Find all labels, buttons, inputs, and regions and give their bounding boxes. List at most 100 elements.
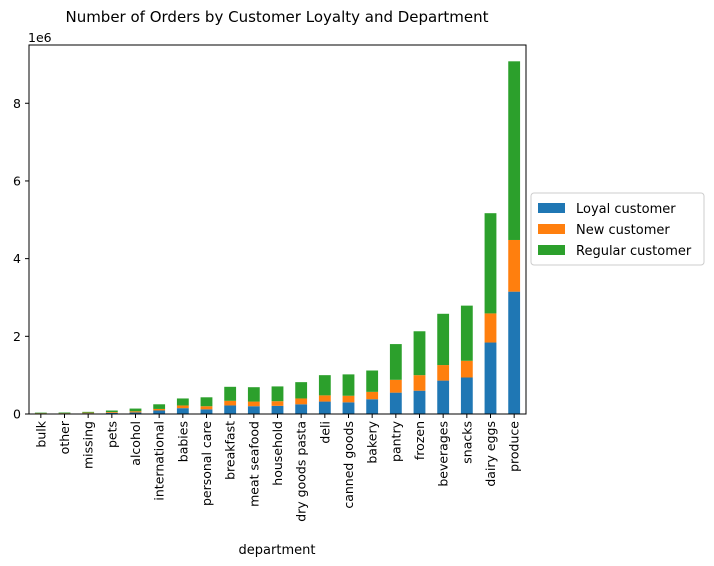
bar-segment-1-10 xyxy=(271,401,284,406)
bar-segment-1-18 xyxy=(460,360,473,378)
x-tick-label-7: personal care xyxy=(199,421,214,506)
bar-segment-2-6 xyxy=(176,398,189,406)
bar-segment-0-20 xyxy=(508,291,521,414)
bar-segment-2-3 xyxy=(105,410,118,413)
bar-segment-1-2 xyxy=(82,412,95,414)
x-tick-label-12: deli xyxy=(317,421,332,444)
legend-swatch-0 xyxy=(538,203,565,213)
bar-segment-0-6 xyxy=(176,408,189,414)
bar-segment-2-8 xyxy=(224,386,237,401)
x-tick-label-17: beverages xyxy=(436,421,451,487)
x-tick-label-18: snacks xyxy=(459,421,474,464)
bar-segment-1-12 xyxy=(318,395,331,402)
y-tick-label-4: 8 xyxy=(13,96,21,111)
bar-segment-1-3 xyxy=(105,412,118,413)
bar-segment-1-13 xyxy=(342,395,355,403)
chart-title: Number of Orders by Customer Loyalty and… xyxy=(65,8,488,26)
bar-segment-0-14 xyxy=(366,399,379,414)
bar-segment-2-10 xyxy=(271,386,284,402)
y-axis-scale-label: 1e6 xyxy=(28,30,52,45)
bars-group xyxy=(34,61,521,414)
bar-segment-2-18 xyxy=(460,305,473,361)
x-axis-label: department xyxy=(239,543,316,558)
bar-segment-1-15 xyxy=(389,379,402,393)
y-ticks-group: 0 2 4 6 8 xyxy=(13,96,29,422)
bar-segment-2-0 xyxy=(34,412,47,414)
bar-segment-0-19 xyxy=(484,342,497,414)
bar-segment-1-7 xyxy=(200,406,213,410)
legend-label-2: Regular customer xyxy=(576,244,692,259)
x-tick-label-9: meat seafood xyxy=(246,421,261,507)
bar-segment-0-15 xyxy=(389,392,402,414)
legend-swatch-2 xyxy=(538,245,565,255)
x-tick-label-20: produce xyxy=(507,421,522,472)
x-tick-label-5: international xyxy=(152,421,167,501)
x-tick-label-3: pets xyxy=(104,421,119,448)
x-tick-label-14: bakery xyxy=(365,420,380,463)
y-tick-label-3: 6 xyxy=(13,173,21,188)
bar-segment-0-7 xyxy=(200,409,213,414)
bar-segment-2-2 xyxy=(82,411,95,413)
bar-segment-0-18 xyxy=(460,377,473,414)
bar-segment-1-6 xyxy=(176,405,189,409)
x-ticks-group: bulk other missing pets alcohol international… xyxy=(33,414,522,522)
bar-segment-1-19 xyxy=(484,313,497,343)
bar-segment-0-13 xyxy=(342,402,355,414)
bar-segment-0-8 xyxy=(224,405,237,414)
y-tick-label-1: 2 xyxy=(13,329,21,344)
bar-segment-2-19 xyxy=(484,213,497,314)
bar-segment-1-11 xyxy=(295,398,308,405)
legend[interactable]: Loyal customer New customer Regular custom… xyxy=(530,192,705,266)
x-tick-label-0: bulk xyxy=(33,420,48,447)
x-tick-label-19: dairy eggs xyxy=(483,421,498,487)
bar-segment-2-13 xyxy=(342,374,355,396)
bar-segment-1-16 xyxy=(413,375,426,391)
y-tick-label-2: 4 xyxy=(13,251,21,266)
bar-segment-1-4 xyxy=(129,411,142,413)
x-tick-label-1: other xyxy=(57,420,72,454)
legend-box xyxy=(530,192,705,266)
x-tick-label-2: missing xyxy=(81,421,96,469)
bar-segment-1-17 xyxy=(437,365,450,381)
bar-segment-1-5 xyxy=(153,408,166,411)
bar-segment-2-20 xyxy=(508,61,521,240)
bar-segment-1-14 xyxy=(366,391,379,400)
plot-frame xyxy=(28,44,527,415)
bar-segment-2-14 xyxy=(366,370,379,392)
y-tick-label-0: 0 xyxy=(13,407,21,422)
x-tick-label-13: canned goods xyxy=(341,421,356,509)
bar-segment-2-5 xyxy=(153,404,166,409)
bar-segment-1-9 xyxy=(247,401,260,407)
bar-segment-2-16 xyxy=(413,331,426,376)
bar-segment-0-4 xyxy=(129,412,142,414)
bar-segment-2-9 xyxy=(247,387,260,402)
bar-segment-0-16 xyxy=(413,390,426,414)
bar-segment-1-8 xyxy=(224,400,237,406)
x-tick-label-10: household xyxy=(270,421,285,486)
bar-segment-1-20 xyxy=(508,239,521,292)
x-tick-label-8: breakfast xyxy=(223,421,238,480)
bar-segment-0-12 xyxy=(318,401,331,414)
bar-segment-2-17 xyxy=(437,313,450,366)
bar-segment-0-3 xyxy=(105,412,118,414)
bar-segment-0-10 xyxy=(271,405,284,414)
legend-swatch-1 xyxy=(538,224,565,234)
x-tick-label-11: dry goods pasta xyxy=(294,421,309,522)
x-tick-label-6: babies xyxy=(175,421,190,462)
bar-segment-0-9 xyxy=(247,406,260,414)
legend-label-0: Loyal customer xyxy=(576,202,676,217)
legend-label-1: New customer xyxy=(576,223,670,238)
x-tick-label-16: frozen xyxy=(412,421,427,460)
bar-segment-2-4 xyxy=(129,408,142,412)
bar-segment-2-7 xyxy=(200,397,213,407)
x-tick-label-15: pantry xyxy=(388,420,403,462)
bar-segment-2-1 xyxy=(58,412,71,414)
bar-segment-0-17 xyxy=(437,380,450,414)
bar-segment-0-5 xyxy=(153,410,166,414)
x-tick-label-4: alcohol xyxy=(128,421,143,466)
bar-segment-2-11 xyxy=(295,382,308,399)
bar-segment-2-15 xyxy=(389,344,402,380)
bar-segment-0-11 xyxy=(295,404,308,414)
bar-segment-2-12 xyxy=(318,375,331,396)
